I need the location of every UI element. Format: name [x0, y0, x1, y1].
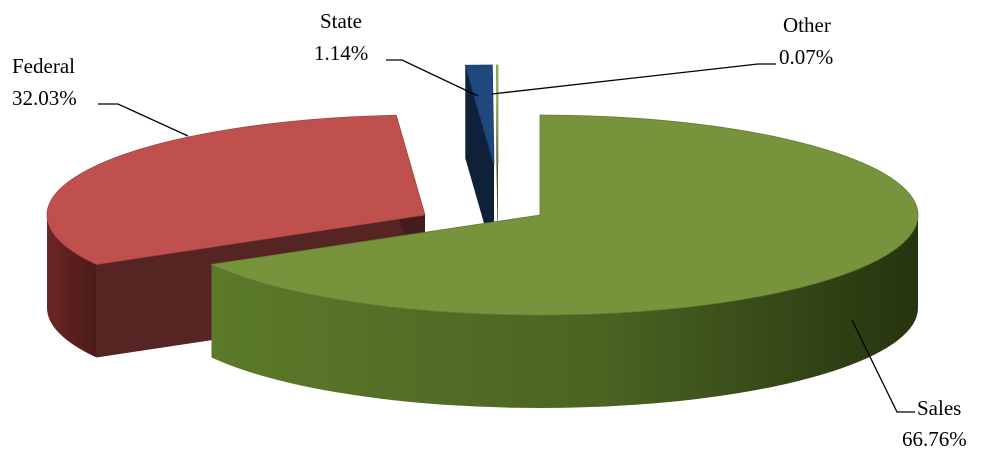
leader-line-sales	[851, 319, 915, 413]
data-label-sales-percent: 66.76%	[902, 427, 967, 451]
pie-slice-state-top	[464, 64, 495, 166]
data-label-state-name: State	[320, 9, 362, 33]
data-label-other-percent: 0.07%	[779, 45, 833, 69]
pie-slice-other	[495, 64, 499, 258]
leader-line-state	[386, 59, 479, 97]
pie-slice-sales	[210, 114, 919, 408]
data-label-sales-name: Sales	[917, 396, 961, 420]
leader-line-federal	[98, 103, 189, 137]
data-label-federal-name: Federal	[12, 54, 75, 78]
pie-slice-sales-top	[210, 114, 919, 316]
data-label-state-percent: 1.14%	[314, 41, 368, 65]
leader-line-other	[491, 63, 776, 95]
pie-slice-state-wall	[465, 65, 494, 258]
pie-slice-state	[464, 64, 495, 258]
pie-slice-federal-top	[46, 114, 426, 265]
data-label-other-name: Other	[783, 13, 831, 37]
pie-slice-other-top	[495, 64, 499, 166]
data-label-federal-percent: 32.03%	[12, 86, 77, 110]
pie-slice-federal-side	[47, 215, 97, 358]
pie-slice-sales-side	[211, 215, 918, 408]
